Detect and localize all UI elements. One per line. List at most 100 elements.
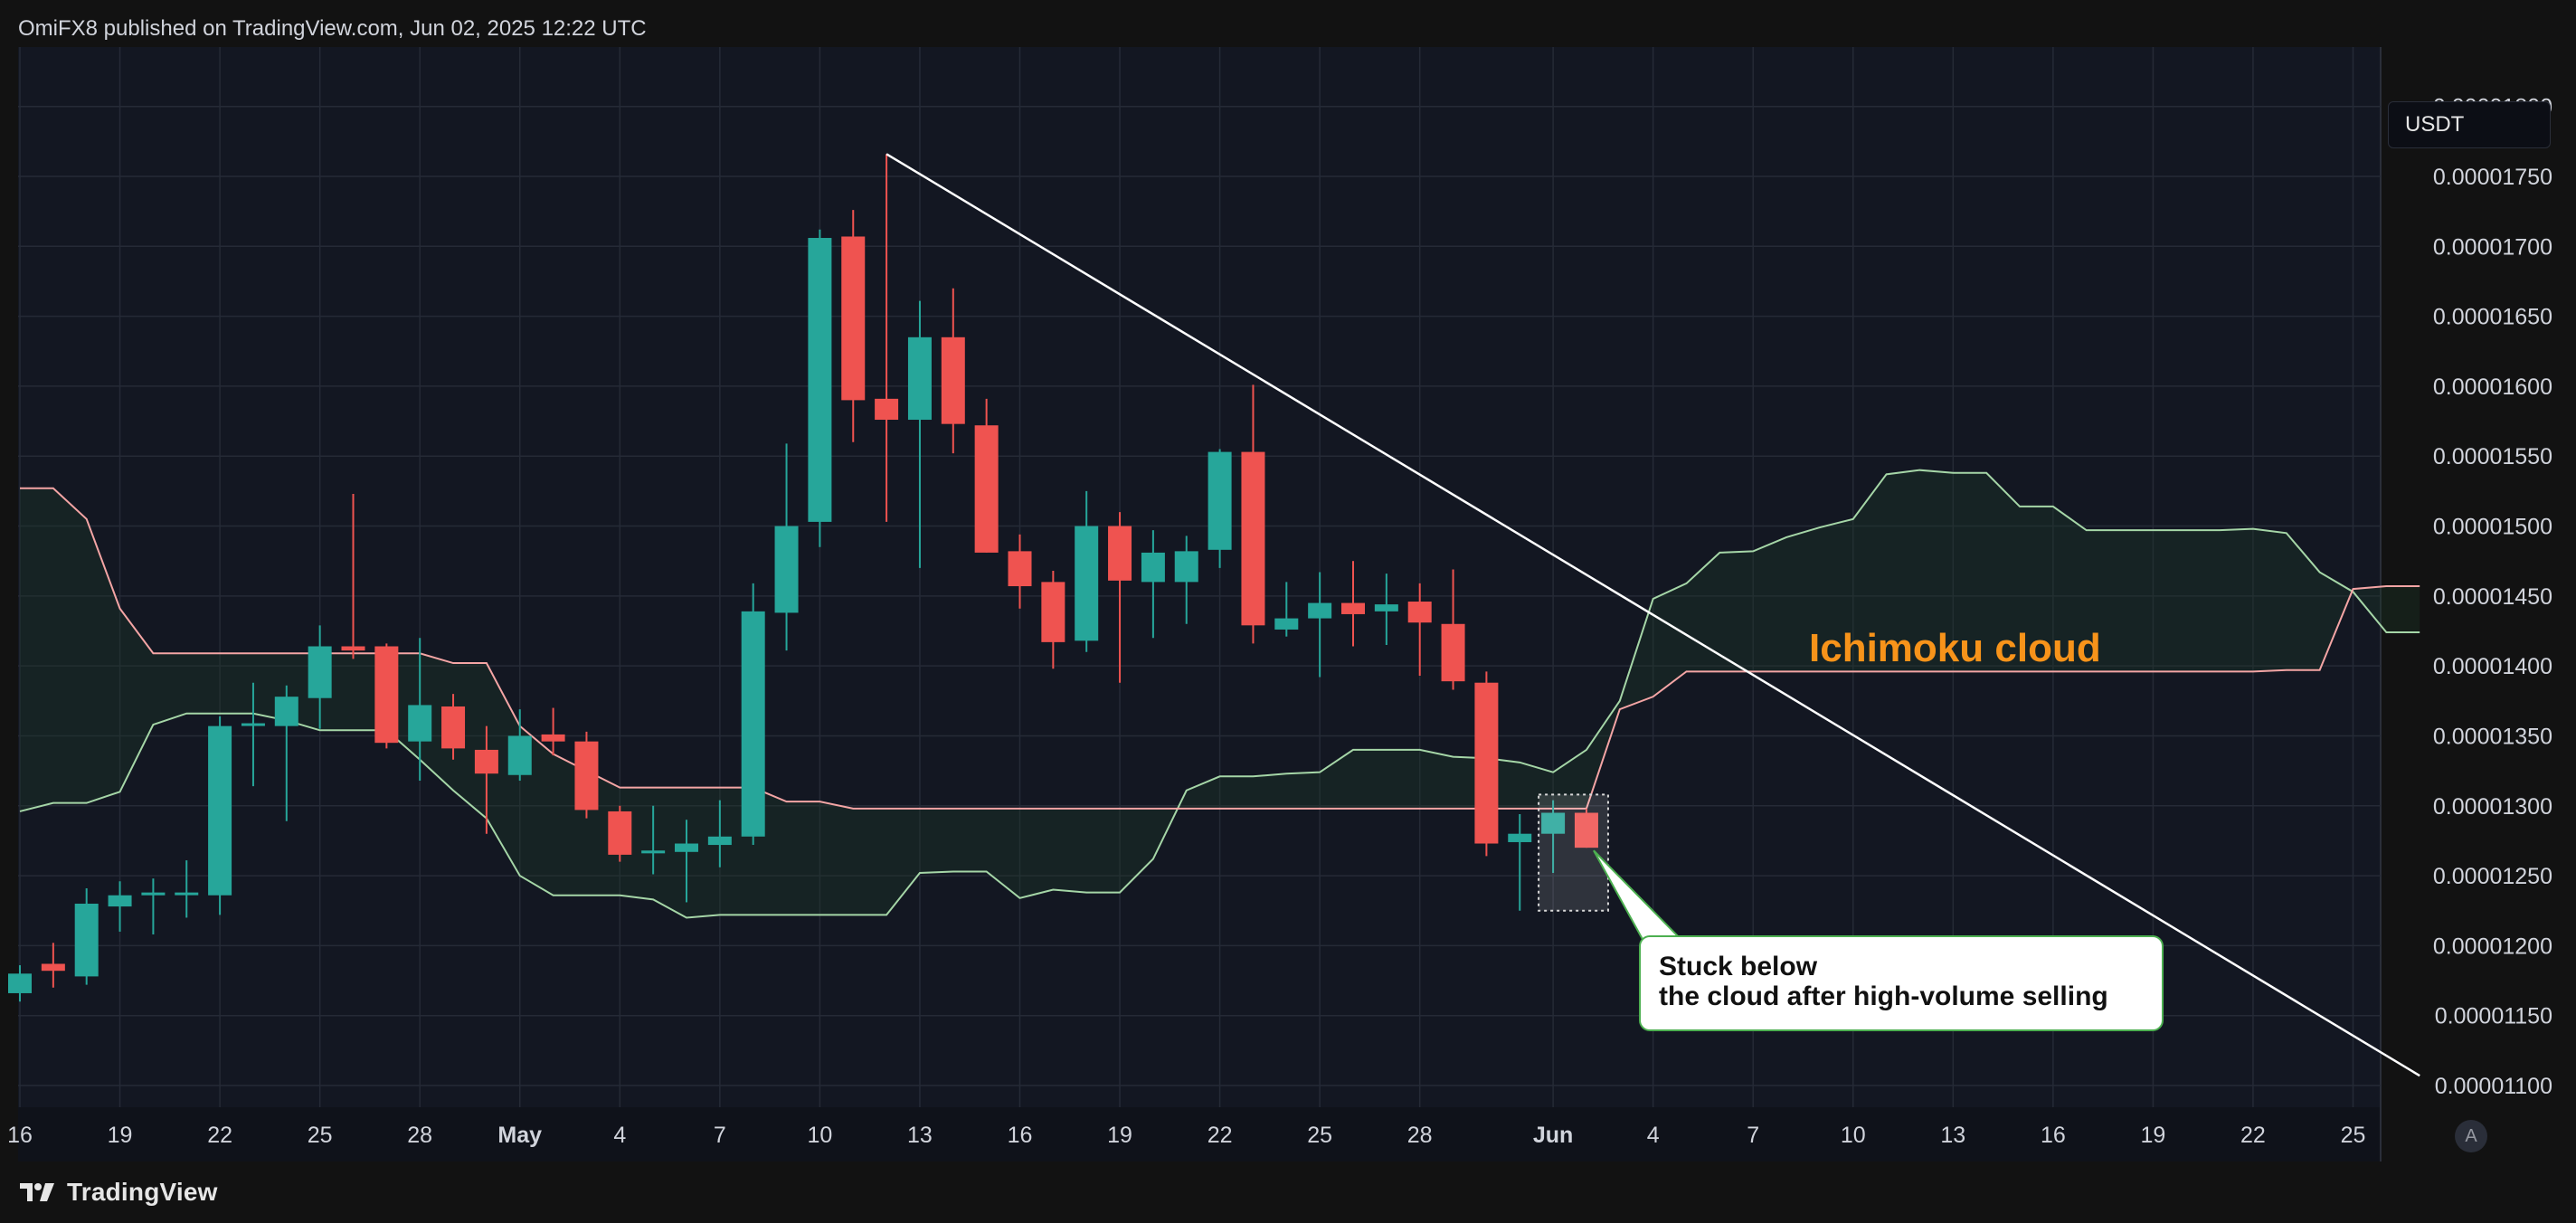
candle-body <box>41 963 65 972</box>
candle-body <box>1274 618 1299 630</box>
tradingview-logo-icon <box>20 1183 54 1201</box>
currency-selector[interactable]: USDT <box>2388 101 2551 148</box>
candle-body <box>507 735 532 775</box>
time-tick-label: 13 <box>907 1123 933 1148</box>
publisher-line: OmiFX8 published on TradingView.com, Jun… <box>18 16 647 41</box>
time-tick-label: 22 <box>207 1123 232 1148</box>
candle-body <box>841 236 866 401</box>
price-tick-label: 0.00001550 <box>2433 444 2552 469</box>
candle-body <box>1441 623 1465 682</box>
ichimoku-cloud-label: Ichimoku cloud <box>1809 626 2101 670</box>
candle-body <box>741 611 765 837</box>
candle-body <box>875 398 899 421</box>
price-tick-label: 0.00001700 <box>2433 234 2552 260</box>
candle-body <box>1141 552 1165 583</box>
descending-trendline <box>886 153 2420 1077</box>
candle-body <box>808 238 832 522</box>
price-tick-label: 0.00001400 <box>2433 654 2552 679</box>
price-tick-label: 0.00001500 <box>2433 515 2552 540</box>
candle-body <box>341 646 365 651</box>
candle-body <box>241 723 265 726</box>
candle-body <box>108 895 132 907</box>
candle-body <box>1574 812 1598 849</box>
candle-body <box>1407 602 1432 623</box>
time-tick-label: 19 <box>2140 1123 2165 1148</box>
time-tick-label: 10 <box>807 1123 832 1148</box>
candle-body <box>1041 582 1065 642</box>
price-tick-label: 0.00001750 <box>2433 165 2552 190</box>
candle-body <box>641 850 666 854</box>
time-tick-label: 22 <box>2240 1123 2266 1148</box>
price-tick-label: 0.00001200 <box>2433 934 2552 959</box>
candle-body <box>574 741 599 811</box>
candle-body <box>1341 602 1365 614</box>
callout-line-2: the cloud after high-volume selling <box>1659 981 2108 1011</box>
price-tick-label: 0.00001150 <box>2435 1004 2552 1029</box>
candle-body <box>1108 526 1132 581</box>
time-tick-label: 28 <box>407 1123 432 1148</box>
candle-body <box>274 697 298 726</box>
time-tick-label: 19 <box>108 1123 133 1148</box>
plot-area <box>18 47 2381 1107</box>
time-tick-label: 16 <box>1008 1123 1033 1148</box>
candle-body <box>408 705 432 742</box>
time-tick-label: 28 <box>1407 1123 1433 1148</box>
candle-body <box>1541 812 1566 834</box>
candle-body <box>707 836 732 846</box>
price-tick-label: 0.00001450 <box>2433 584 2552 610</box>
tradingview-brand: TradingView <box>67 1178 218 1206</box>
time-tick-label: 25 <box>308 1123 333 1148</box>
price-chart[interactable]: 0.000018000.000017500.000017000.00001650… <box>0 47 2576 1161</box>
candle-body <box>1008 551 1032 587</box>
time-tick-label: 7 <box>714 1123 726 1148</box>
time-tick-label: 25 <box>2341 1123 2366 1148</box>
candle-body <box>541 734 565 742</box>
candle-body <box>774 526 799 613</box>
footer: TradingView <box>18 1176 218 1209</box>
candle-body <box>608 811 632 855</box>
candle-body <box>1308 602 1332 619</box>
time-tick-label: Jun <box>1533 1123 1573 1148</box>
candle-body <box>175 892 199 896</box>
auto-scale-button[interactable]: A <box>2455 1120 2487 1152</box>
price-tick-label: 0.00001100 <box>2435 1074 2552 1099</box>
time-tick-label: 4 <box>613 1123 626 1148</box>
candle-body <box>308 646 332 698</box>
candle-body <box>941 337 965 424</box>
price-tick-label: 0.00001650 <box>2433 305 2552 330</box>
candle-body <box>8 973 32 993</box>
candle-body <box>208 725 232 896</box>
candle-body <box>1208 451 1232 550</box>
time-tick-label: 10 <box>1841 1123 1866 1148</box>
candle-body <box>374 646 399 744</box>
price-tick-label: 0.00001250 <box>2433 864 2552 889</box>
candle-body <box>74 904 99 977</box>
price-tick-label: 0.00001300 <box>2433 794 2552 820</box>
candle-body <box>1075 526 1099 641</box>
candle-body <box>974 425 999 553</box>
candle-body <box>141 892 166 896</box>
chart-frame[interactable]: 0.000018000.000017500.000017000.00001650… <box>0 47 2576 1161</box>
callout-annotation: Stuck below the cloud after high-volume … <box>1639 935 2164 1031</box>
time-tick-label: 4 <box>1647 1123 1660 1148</box>
callout-line-1: Stuck below <box>1659 952 1818 981</box>
candle-body <box>1508 833 1532 842</box>
candle-body <box>1474 682 1499 844</box>
candle-body <box>1174 551 1198 583</box>
time-tick-label: May <box>497 1123 542 1148</box>
time-tick-label: 25 <box>1307 1123 1332 1148</box>
time-tick-label: 16 <box>7 1123 33 1148</box>
price-tick-label: 0.00001600 <box>2433 374 2552 400</box>
time-tick-label: 7 <box>1747 1123 1759 1148</box>
time-axis-area <box>18 1107 2381 1161</box>
candle-body <box>1374 604 1398 612</box>
candle-body <box>675 843 698 852</box>
price-tick-label: 0.00001350 <box>2433 724 2552 749</box>
time-tick-label: 19 <box>1107 1123 1132 1148</box>
candle-body <box>1241 451 1265 626</box>
time-tick-label: 16 <box>2041 1123 2066 1148</box>
time-tick-label: 13 <box>1940 1123 1965 1148</box>
highlight-box <box>1538 793 1609 912</box>
candle-body <box>474 749 498 774</box>
candle-body <box>907 337 932 421</box>
